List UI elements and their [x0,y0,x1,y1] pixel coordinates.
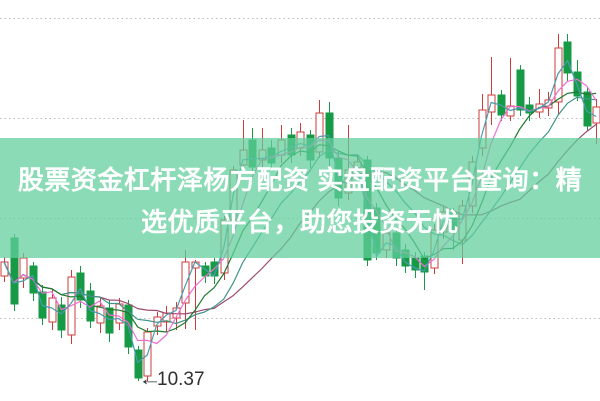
banner-text-line1: 股票资金杠杆泽杨方配资 实盘配资平台查询：精 [17,165,583,195]
low-price-annotation: ←10.37 [138,370,205,390]
left-arrow-icon: ← [138,369,162,390]
low-price-label: 10.37 [157,369,205,390]
banner-text-line2: 选优质平台，助您投资无忧 [140,207,459,237]
overlay-banner: 股票资金杠杆泽杨方配资 实盘配资平台查询：精 选优质平台，助您投资无忧 [0,138,600,258]
